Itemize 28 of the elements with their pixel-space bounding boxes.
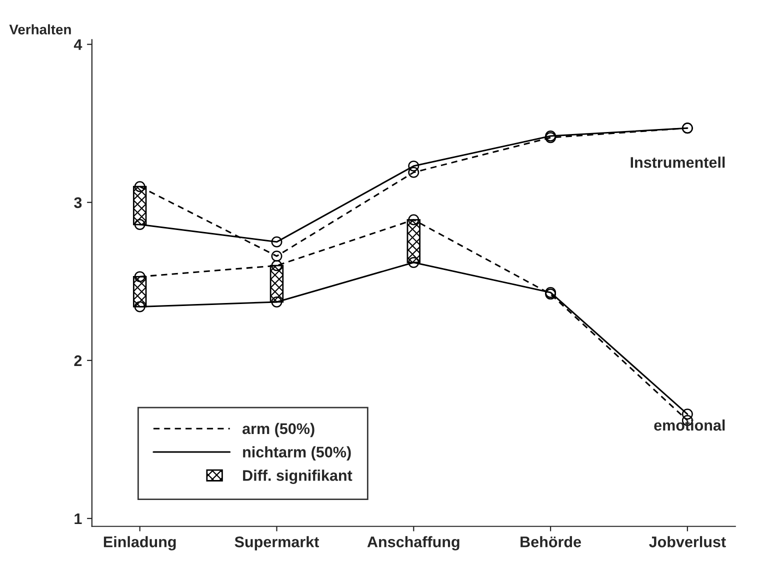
y-tick-label: 4 bbox=[74, 39, 82, 50]
x-tick-label: Behörde bbox=[520, 536, 582, 548]
point bbox=[682, 408, 693, 420]
y-tick-label: 3 bbox=[74, 197, 82, 208]
y-tick-label: 2 bbox=[74, 355, 82, 366]
x-tick-label: Einladung bbox=[104, 536, 176, 550]
point bbox=[134, 219, 146, 230]
point bbox=[134, 271, 146, 282]
annotation: emotional bbox=[654, 419, 725, 431]
point bbox=[271, 236, 282, 248]
point bbox=[271, 296, 282, 308]
legend-label: arm (50%) bbox=[242, 422, 314, 438]
x-tick-label: Supermarkt bbox=[234, 536, 320, 550]
point bbox=[408, 214, 420, 226]
y-tick-label: 1 bbox=[74, 514, 82, 524]
point bbox=[271, 250, 282, 262]
y-axis-title: Verhalten bbox=[9, 24, 71, 34]
point bbox=[271, 260, 282, 272]
legend-label: Diff. signifikant bbox=[243, 470, 352, 484]
legend-label: nichtarm (50%) bbox=[243, 446, 351, 461]
x-tick-label: Anschaffung bbox=[367, 536, 460, 550]
point bbox=[408, 256, 420, 268]
point bbox=[408, 166, 420, 178]
point bbox=[134, 181, 146, 192]
point bbox=[408, 160, 420, 172]
x-tick-label: Jobverlust bbox=[649, 536, 726, 548]
annotation: Instrumentell bbox=[630, 156, 725, 168]
point bbox=[134, 301, 146, 312]
